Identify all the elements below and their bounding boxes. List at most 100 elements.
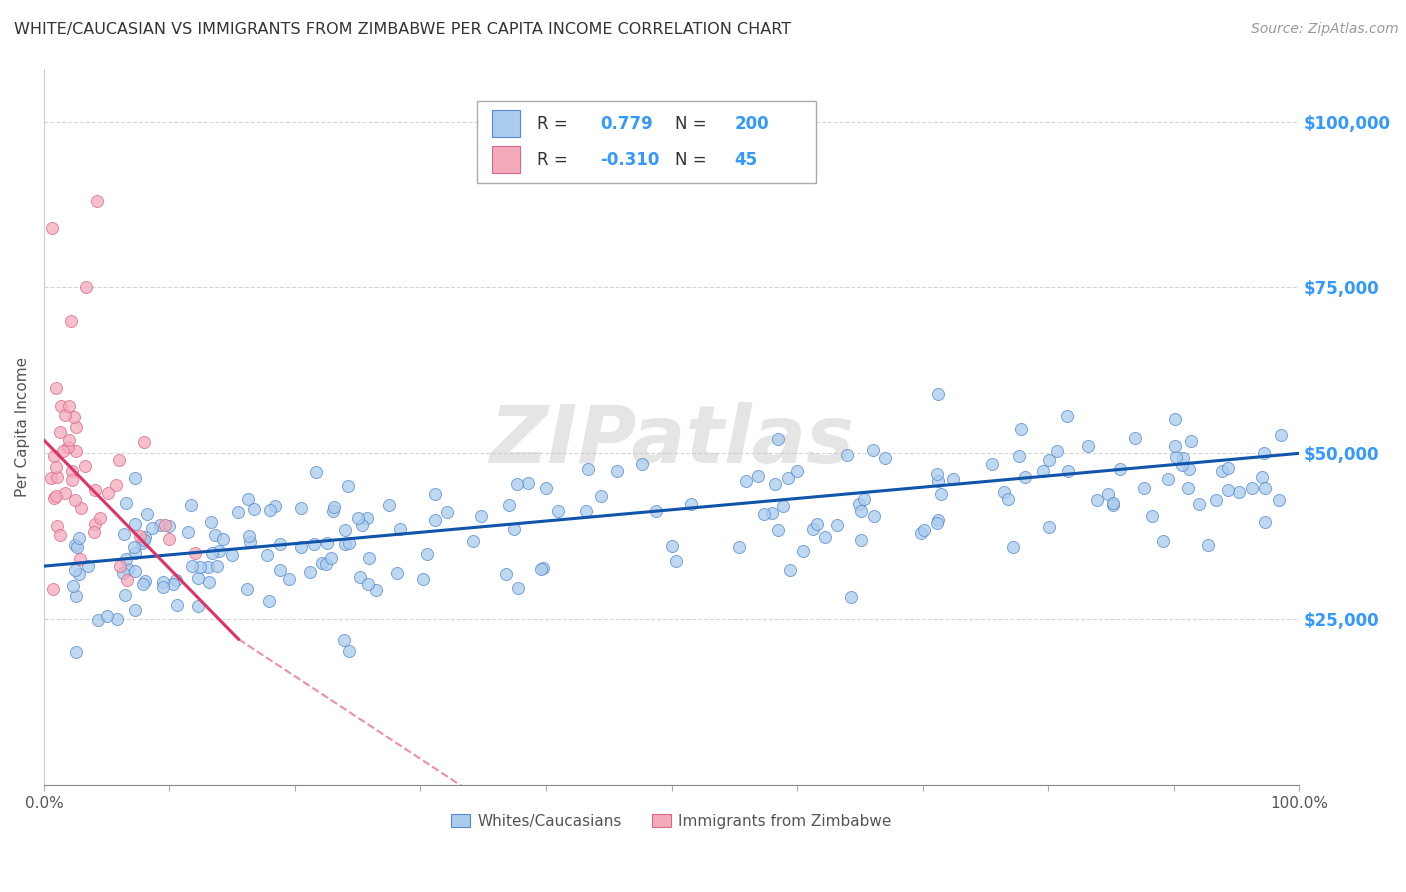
Text: 200: 200: [734, 115, 769, 133]
Point: [516, 476, 538, 491]
Point: [205, 559, 228, 574]
Point: [69, 552, 91, 566]
Point: [264, 499, 287, 513]
Point: [423, 487, 446, 501]
Point: [111, 566, 134, 580]
Point: [1251, 470, 1274, 484]
Point: [66, 541, 89, 555]
Point: [506, 477, 529, 491]
Point: [1188, 497, 1211, 511]
Point: [239, 534, 262, 549]
Point: [508, 582, 530, 596]
Point: [84, 483, 107, 498]
Point: [1164, 450, 1187, 464]
Point: [65, 538, 87, 552]
Point: [89, 511, 111, 525]
Point: [157, 532, 180, 546]
Point: [337, 644, 360, 658]
Point: [124, 603, 146, 617]
Point: [530, 562, 553, 576]
Point: [131, 577, 153, 591]
Point: [631, 458, 654, 472]
Point: [65, 589, 87, 603]
Point: [65, 645, 87, 659]
Point: [1032, 464, 1054, 478]
Point: [46, 469, 69, 483]
Point: [927, 516, 949, 531]
Point: [65, 419, 87, 434]
Point: [747, 468, 769, 483]
Point: [112, 527, 135, 541]
Point: [41, 220, 63, 235]
Point: [1056, 464, 1078, 478]
Point: [927, 513, 949, 527]
Point: [65, 492, 87, 507]
Point: [1254, 481, 1277, 495]
Point: [1014, 469, 1036, 483]
Point: [198, 574, 221, 589]
Point: [41, 470, 63, 484]
Point: [259, 594, 281, 608]
Point: [132, 533, 155, 547]
Point: [665, 554, 688, 568]
Point: [124, 564, 146, 578]
Point: [45, 489, 67, 503]
Point: [60, 313, 83, 327]
Point: [62, 579, 84, 593]
Point: [1056, 409, 1078, 423]
Point: [827, 518, 849, 533]
Point: [152, 580, 174, 594]
Point: [495, 566, 517, 581]
Point: [728, 540, 751, 554]
Point: [58, 433, 80, 447]
Point: [177, 525, 200, 540]
Point: [801, 522, 824, 536]
Point: [779, 563, 801, 577]
Point: [238, 529, 260, 543]
Point: [357, 577, 380, 591]
Legend: Whites/Caucasians, Immigrants from Zimbabwe: Whites/Caucasians, Immigrants from Zimba…: [446, 807, 898, 835]
Point: [134, 530, 156, 544]
Point: [735, 474, 758, 488]
Point: [534, 481, 557, 495]
Point: [606, 465, 628, 479]
Point: [52, 443, 75, 458]
Point: [470, 509, 492, 524]
Point: [188, 559, 211, 574]
Point: [315, 558, 337, 572]
Point: [243, 501, 266, 516]
Point: [269, 536, 291, 550]
Point: [754, 507, 776, 521]
Point: [1038, 520, 1060, 534]
Point: [1177, 481, 1199, 495]
Text: Source: ZipAtlas.com: Source: ZipAtlas.com: [1251, 22, 1399, 37]
Point: [165, 573, 187, 587]
Point: [70, 500, 93, 515]
Point: [645, 504, 668, 518]
Point: [839, 590, 862, 604]
Point: [322, 504, 344, 518]
Point: [575, 504, 598, 518]
Point: [290, 500, 312, 515]
Point: [412, 573, 434, 587]
Point: [912, 523, 935, 537]
Point: [56, 440, 79, 454]
Point: [927, 475, 949, 489]
Point: [97, 486, 120, 500]
Point: [927, 387, 949, 401]
Point: [135, 507, 157, 521]
Point: [1152, 534, 1174, 549]
Text: R =: R =: [537, 151, 568, 169]
Point: [117, 562, 139, 576]
Point: [124, 546, 146, 560]
FancyBboxPatch shape: [477, 101, 815, 183]
Point: [533, 561, 555, 575]
Point: [96, 609, 118, 624]
Point: [547, 503, 569, 517]
Point: [661, 539, 683, 553]
Point: [364, 582, 387, 597]
Point: [105, 612, 128, 626]
Point: [848, 497, 870, 511]
Point: [333, 632, 356, 647]
Point: [256, 548, 278, 562]
